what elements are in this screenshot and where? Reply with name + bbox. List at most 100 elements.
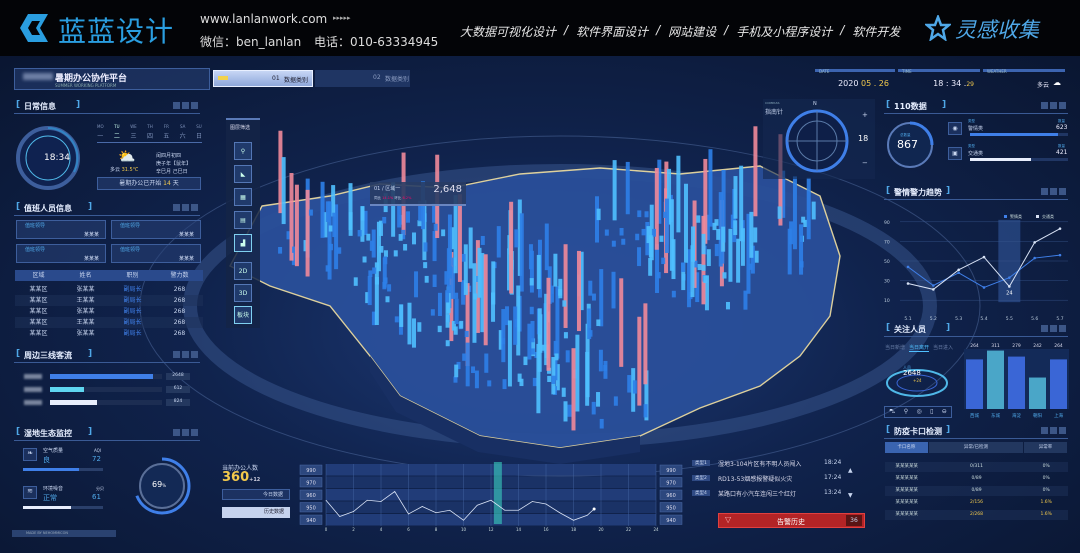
blurred-label [24,387,42,392]
inspiration-brand: 灵感收集 [955,18,1039,42]
target-icon[interactable]: ◎ [916,408,922,415]
tab-data-category-2[interactable]: 02 数据类别 [315,70,410,87]
weekday: TH 四 [147,124,154,140]
map-bar [661,257,666,265]
layer-filter-panel: 图层筛选 ⚲ ◣ ▦ ▤ ▟ 2D 3D 板块 [226,118,260,328]
history-data-button[interactable]: 历史数据 [222,507,290,518]
map-bar [320,181,325,238]
location-layer-icon[interactable]: ⚲ [234,142,252,160]
map-bar [749,211,754,258]
map-bar [537,308,542,339]
map-bar [498,330,503,350]
mode-button[interactable]: 3D [234,284,252,302]
scroll-up-button[interactable]: ▲ [848,467,853,474]
duty-card[interactable]: 值班领导 某某某 [111,244,201,263]
bus-icon: ▣ [948,147,962,160]
map-bar [366,233,371,241]
map-bar [477,247,482,298]
zoom-in-button[interactable]: + [862,111,868,119]
map-bar [671,290,676,298]
map-bar [716,228,721,240]
duty-card[interactable]: 值班领导 某某某 [16,244,106,263]
data-point [366,499,368,501]
alert-text[interactable]: 某路口有小汽车连闯三个红灯 [718,491,797,498]
flow-value: 612 [166,386,190,393]
x-tick-label: 5.6 [1031,316,1038,322]
alarm-history-button[interactable]: ▽ 告警历史 36 [718,513,865,528]
y-tick-label: 90 [884,220,890,226]
map-bar [378,220,383,236]
map-bar [281,157,286,225]
map-bar [591,401,596,415]
scroll-down-button[interactable]: ▼ [848,492,853,499]
focus-bar-chart: 264 西城 311 东城 279 海淀 242 朝阳 264 上海 [964,343,1069,419]
map-bar [368,270,373,277]
today-data-button[interactable]: 今日数据 [222,489,290,500]
nav-link[interactable]: 软件开发 [852,25,901,39]
link-icon[interactable]: ⚲ [903,408,909,415]
map-3d[interactable] [0,56,1080,553]
map-bar [588,280,593,296]
map-bar [721,169,726,243]
car-icon[interactable]: ⛍ [889,408,896,415]
x-tick-label: 16 [543,527,549,532]
map-bar [454,292,459,299]
compass-dial[interactable] [783,107,851,175]
nav-link[interactable]: 大数据可视化设计 [460,25,557,39]
trend-chart: 警情类 交通类 10 30 50 70 90 5.1 5.2 5.3 5.4 5.5 5.6 5.7 24 [884,213,1068,322]
panel-layer-icon[interactable]: ▤ [234,211,252,229]
map-bar [505,306,510,326]
nav-link[interactable]: 软件界面设计 [576,25,649,39]
tab-data-category-1[interactable]: 01 数据类别 [213,70,313,87]
nav-link[interactable]: 网站建设 [668,25,717,39]
map-bar [414,271,419,298]
map-bar [619,227,624,236]
alert-text[interactable]: RD13-53烟感报警疑似火灾 [718,476,793,483]
zoom-out-button[interactable]: − [862,159,868,167]
bus-icon[interactable]: ⊖ [941,408,947,415]
data-point [545,503,547,505]
alert-text[interactable]: 湿地3-104片区有不明人员闯入 [718,461,802,468]
map-bar [453,326,458,335]
focus-tab[interactable]: 当日离开 [909,345,930,352]
map-bar [459,320,464,329]
map-bar [777,206,782,219]
blurred-label [24,400,42,405]
table-row: 某某某某某 2/268 1.6% [885,510,1068,520]
legend-swatch [1036,215,1039,218]
map-bar [483,254,488,346]
nav-link[interactable]: 手机及小程序设计 [736,25,833,39]
signal-layer-icon[interactable]: ◣ [234,165,252,183]
mode-button[interactable]: 2D [234,262,252,280]
map-bar [480,253,485,333]
map-bar [463,244,468,295]
map-bar [753,227,758,243]
duty-card[interactable]: 值班领导 某某某 [111,220,201,239]
y-tick-label: 940 [666,518,676,524]
focus-tab[interactable]: 当日进入 [933,345,954,351]
map-bar [432,203,437,223]
grid-layer-icon[interactable]: ▦ [234,188,252,206]
map-bar [454,364,459,378]
x-tick-label: 14 [516,527,522,532]
map-bar [534,351,539,358]
map-bar [696,215,701,223]
clock-time: 18:34 [44,153,70,163]
mode-button[interactable]: 板块 [234,306,252,324]
data-point [449,509,451,511]
map-bar [701,233,706,255]
flow-bar [50,374,162,379]
map-bar [706,249,711,267]
map-bar [367,276,372,306]
phone-icon[interactable]: ▯ [930,408,934,415]
map-bar [531,338,536,357]
focus-tab[interactable]: 当日新增 [885,345,906,351]
map-bar [468,227,473,269]
chart-layer-icon[interactable]: ▟ [234,234,252,252]
bar-category: 海淀 [1012,412,1021,419]
map-bar [423,262,428,269]
total-ring [887,121,934,168]
y-tick-label: 960 [666,493,676,499]
duty-card[interactable]: 值班领导 某某某 [16,220,106,239]
site-url[interactable]: www.lanlanwork.com [200,12,328,26]
